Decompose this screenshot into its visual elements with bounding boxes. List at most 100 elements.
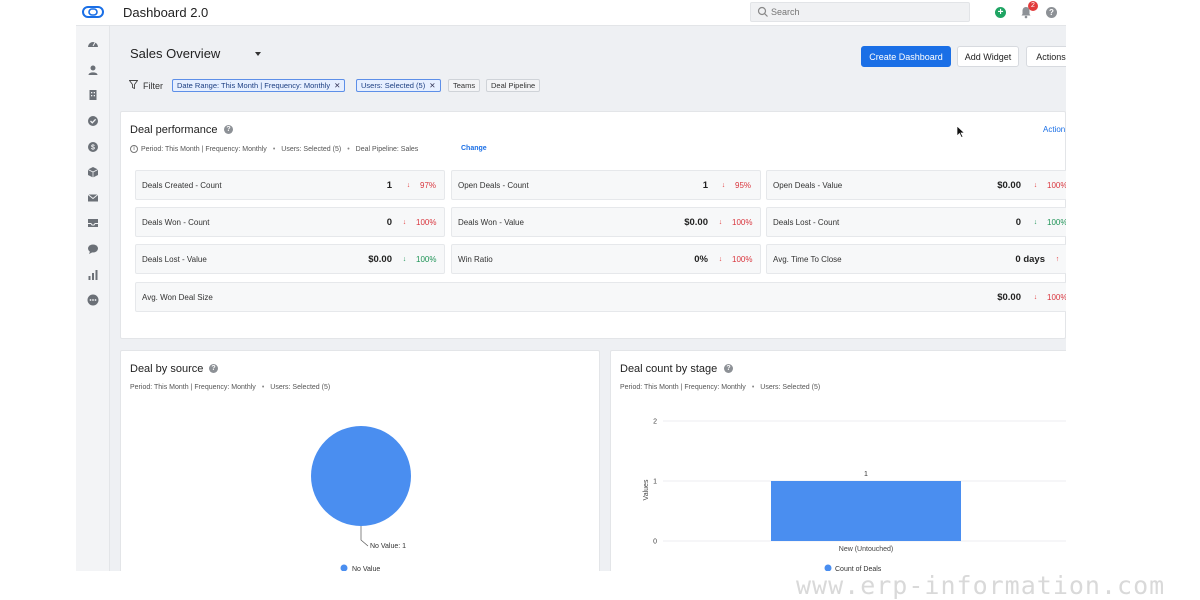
search-box[interactable] (750, 2, 970, 22)
companies-icon[interactable] (87, 89, 99, 101)
pipeline-text: Deal Pipeline: Sales (355, 145, 419, 153)
widget-meta: i Period: This Month | Frequency: Monthly… (130, 145, 418, 153)
contacts-icon[interactable] (87, 64, 99, 76)
trend-down-icon: ↓ (402, 219, 407, 226)
watermark-text: www.erp-information.com (796, 571, 1166, 600)
filter-chip-deal-pipeline[interactable]: Deal Pipeline (486, 79, 541, 92)
trend-down-icon: ↓ (406, 182, 411, 189)
y-tick-label: 2 (653, 419, 657, 426)
metric-value: 0 (386, 217, 392, 228)
app-window: Dashboard 2.0 + 2 ? $ Sales Overview (76, 0, 1066, 571)
tasks-icon[interactable] (87, 115, 99, 127)
filter-label[interactable]: Filter (143, 81, 163, 91)
trend-down-icon: ↓ (1033, 294, 1038, 301)
pie-slice (311, 426, 411, 526)
y-tick-label: 1 (653, 479, 657, 486)
mouse-cursor-icon (956, 125, 966, 138)
pie-leader-line (360, 526, 369, 547)
change-link[interactable]: Change (461, 145, 487, 152)
metric-tile[interactable]: Open Deals - Count 1 ↓ 95% (451, 170, 761, 200)
metric-tile[interactable]: Open Deals - Value $0.00 ↓ 100% (766, 170, 1066, 200)
email-icon[interactable] (87, 192, 99, 204)
metric-tile[interactable]: Avg. Won Deal Size $0.00 ↓ 100% (135, 282, 1066, 312)
legend-swatch (340, 564, 348, 571)
metric-tile[interactable]: Deals Lost - Count 0 ↓ 100% (766, 207, 1066, 237)
metric-tile[interactable]: Win Ratio 0% ↓ 100% (451, 244, 761, 274)
trend-up-icon: ↑ (1055, 256, 1060, 263)
metric-tile[interactable]: Deals Lost - Value $0.00 ↓ 100% (135, 244, 445, 274)
metric-value: $0.00 (684, 217, 708, 228)
trend-down-icon: ↓ (402, 256, 407, 263)
deals-icon[interactable]: $ (87, 141, 99, 153)
filter-chip-label: Users: Selected (5) (361, 81, 426, 90)
remove-filter-icon[interactable]: ✕ (334, 81, 341, 90)
add-icon[interactable]: + (995, 7, 1006, 18)
metric-change-pct: 100% (416, 218, 437, 227)
app-logo-icon[interactable] (82, 5, 104, 19)
filter-chip-label: Date Range: This Month | Frequency: Mont… (177, 81, 331, 90)
widget-title: Deal by source (130, 363, 204, 375)
more-icon[interactable] (87, 294, 99, 306)
metric-change-pct: 100% (416, 255, 437, 264)
chevron-down-icon[interactable] (255, 52, 261, 56)
help-icon[interactable]: ? (1046, 7, 1057, 18)
page-title[interactable]: Sales Overview (130, 46, 221, 61)
metric-tile[interactable]: Deals Won - Count 0 ↓ 100% (135, 207, 445, 237)
actions-button[interactable]: Actions (1026, 46, 1066, 67)
widget-action-link[interactable]: Action (1043, 125, 1066, 134)
metric-label: Deals Created - Count (142, 181, 222, 190)
dashboard-header: Sales Overview Create Dashboard Add Widg… (110, 26, 1066, 106)
dashboard-icon[interactable] (87, 38, 99, 50)
metric-change-pct: 100% (1047, 218, 1066, 227)
metric-label: Deals Won - Value (458, 218, 524, 227)
period-text: Period: This Month | Frequency: Monthly (620, 384, 746, 391)
widget-meta: Period: This Month | Frequency: Monthly •… (620, 384, 821, 391)
filter-icon[interactable] (129, 80, 138, 89)
search-icon (757, 6, 768, 17)
metric-label: Deals Lost - Value (142, 255, 207, 264)
chat-icon[interactable] (87, 243, 99, 255)
metric-label: Open Deals - Count (458, 181, 529, 190)
widget-title: Deal performance (130, 124, 218, 136)
legend-label: No Value (352, 566, 380, 571)
metric-change-pct: 95% (735, 181, 752, 190)
help-icon[interactable]: ? (224, 125, 233, 134)
metric-tile[interactable]: Deals Won - Value $0.00 ↓ 100% (451, 207, 761, 237)
add-widget-button[interactable]: Add Widget (957, 46, 1019, 67)
metric-label: Avg. Won Deal Size (142, 293, 213, 302)
metric-value: 0 days (1015, 254, 1045, 265)
pie-data-label: No Value: 1 (370, 543, 406, 550)
x-tick-label: New (Untouched) (839, 546, 893, 553)
widget-title: Deal count by stage (620, 363, 718, 375)
deal-count-by-stage-widget: Deal count by stage ? Period: This Month… (610, 350, 1066, 571)
inbox-icon[interactable] (87, 217, 99, 229)
reports-icon[interactable] (87, 269, 99, 281)
y-tick-label: 0 (653, 539, 657, 546)
metric-change-pct: 100% (1047, 181, 1066, 190)
metric-tile[interactable]: Deals Created - Count 1 ↓ 97% (135, 170, 445, 200)
search-input[interactable] (771, 4, 961, 20)
metric-label: Avg. Time To Close (773, 255, 842, 264)
trend-down-icon: ↓ (718, 219, 723, 226)
period-text: Period: This Month | Frequency: Monthly (130, 384, 256, 391)
help-icon[interactable]: ? (724, 364, 733, 373)
create-dashboard-button[interactable]: Create Dashboard (861, 46, 951, 67)
app-title: Dashboard 2.0 (123, 5, 209, 20)
trend-down-icon: ↓ (721, 182, 726, 189)
metric-label: Deals Lost - Count (773, 218, 840, 227)
trend-down-icon: ↓ (718, 256, 723, 263)
help-icon[interactable]: ? (209, 364, 218, 373)
filter-chip-label: Teams (453, 81, 476, 90)
filter-chip-teams[interactable]: Teams (448, 79, 481, 92)
metric-value: 0 (1015, 217, 1021, 228)
filter-chip-date-range[interactable]: Date Range: This Month | Frequency: Mont… (172, 79, 346, 92)
filter-chip-users[interactable]: Users: Selected (5) ✕ (356, 79, 441, 92)
notification-count-badge: 2 (1028, 1, 1038, 11)
products-icon[interactable] (87, 166, 99, 178)
metric-label: Win Ratio (458, 255, 493, 264)
metric-value: $0.00 (997, 180, 1021, 191)
metric-tile[interactable]: Avg. Time To Close 0 days ↑ (766, 244, 1066, 274)
remove-filter-icon[interactable]: ✕ (429, 81, 436, 90)
bar-data-label: 1 (864, 471, 868, 478)
